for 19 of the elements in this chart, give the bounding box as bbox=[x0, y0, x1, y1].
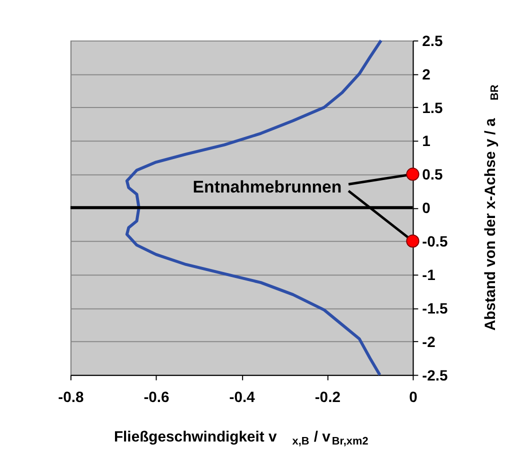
x-tick-label: -0.2 bbox=[314, 390, 340, 406]
y-tick-label: -2.5 bbox=[422, 368, 448, 384]
y-tick-label: -1 bbox=[422, 268, 436, 284]
y-tick-label: -1.5 bbox=[422, 301, 448, 318]
y-tick-label: 2 bbox=[422, 67, 430, 84]
text: Abstand von der x-Achse y / aBR bbox=[483, 84, 502, 331]
x-tick-label: -0.8 bbox=[58, 390, 84, 406]
y-tick-label: 0 bbox=[422, 201, 430, 218]
line-series bbox=[125, 38, 383, 376]
y-tick-label: 2.5 bbox=[422, 34, 443, 50]
y-tick-label: -2 bbox=[422, 334, 436, 351]
y-tick-label: 1 bbox=[422, 134, 430, 150]
y-tick-label: 0.5 bbox=[422, 168, 443, 184]
x-tick-label: 0 bbox=[409, 390, 418, 406]
x-tick-label: -0.6 bbox=[144, 390, 170, 406]
x-tick-label: -0.4 bbox=[229, 390, 256, 406]
annotation: Entnahmebrunnen bbox=[192, 178, 342, 197]
y-tick-label: 1.5 bbox=[422, 100, 443, 117]
y-tick-label: -0.5 bbox=[422, 234, 448, 251]
